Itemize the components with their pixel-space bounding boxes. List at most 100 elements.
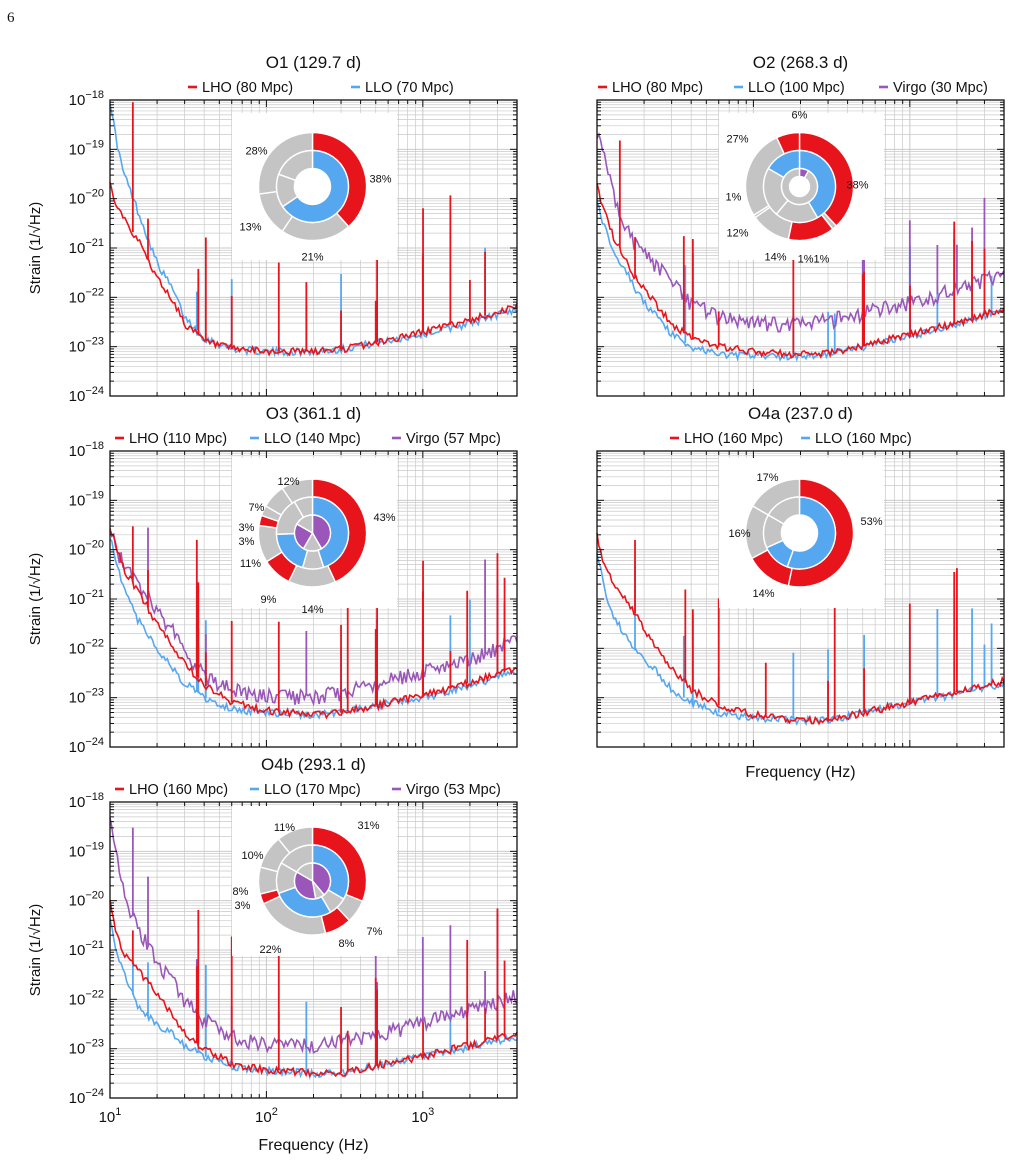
legend: LHO (110 Mpc) LLO (140 Mpc) Virgo (57 Mpc) (115, 431, 501, 447)
duty-cycle-donut: 53% 14% 16% 17% (719, 458, 884, 608)
donut-segment (277, 149, 314, 182)
series-lho-line (109, 529, 518, 720)
donut-label: 31% (357, 820, 379, 832)
panel-o1: 10−24 10−23 10−22 10−21 10−20 10−19 10−18 Strai… (27, 53, 518, 405)
donut-label: 11% (274, 822, 295, 834)
donut-label: 53% (860, 516, 882, 528)
donut-label: 8% (233, 886, 249, 898)
donut-label: 7% (367, 926, 383, 938)
panel-o3: 10−24 10−23 10−22 10−21 10−20 10−19 10−18 Strai… (27, 404, 518, 756)
donut-label: 1% (726, 192, 742, 204)
legend-label-llo: LLO (140 Mpc) (264, 431, 361, 447)
ticks (596, 450, 1005, 748)
legend-label-llo: LLO (70 Mpc) (365, 80, 454, 96)
donut-segment (293, 871, 317, 900)
donut-label: 12% (726, 228, 748, 240)
donut-label: 10% (241, 850, 263, 862)
y-tick-label: 10−20 (69, 890, 104, 910)
duty-cycle-donut: 43% 14% 9% 11% 3% 3% 7% 12% (232, 458, 397, 616)
legend: LHO (160 Mpc) LLO (160 Mpc) (670, 431, 912, 447)
series-llo-line (109, 538, 518, 721)
legend-label-virgo: Virgo (30 Mpc) (893, 80, 988, 96)
y-tick-label: 10−22 (69, 637, 104, 657)
donut-label: 14% (301, 604, 323, 616)
legend: LHO (80 Mpc) LLO (100 Mpc) Virgo (30 Mpc) (598, 80, 988, 96)
y-axis-label: Strain (1/√Hz) (27, 904, 44, 996)
donut-label: 16% (728, 528, 750, 540)
y-axis-label: Strain (1/√Hz) (27, 553, 44, 645)
donut-segment (281, 149, 350, 224)
panel-o4a: Frequency (Hz) O4a (237.0 d) LHO (160 Mpc)… (596, 404, 1005, 781)
donut-segment (786, 496, 837, 570)
legend-label-llo: LLO (170 Mpc) (264, 782, 361, 798)
chart-title: O2 (268.3 d) (753, 53, 848, 72)
y-tick-label: 10−19 (69, 489, 104, 509)
y-tick-label: 10−18 (69, 791, 104, 811)
legend: LHO (160 Mpc) LLO (170 Mpc) Virgo (53 Mpc) (115, 782, 501, 798)
y-tick-label: 10−24 (69, 1087, 104, 1107)
series-lho-line (596, 532, 1005, 726)
chart-title: O1 (129.7 d) (266, 53, 361, 72)
donut-label: 3% (239, 522, 255, 534)
y-tick-label: 10−18 (69, 89, 104, 109)
legend-label-llo: LLO (100 Mpc) (748, 80, 845, 96)
ticks (596, 99, 1005, 397)
donut-label: 12% (277, 476, 299, 488)
donut-label: 38% (846, 180, 868, 192)
donut-label: 3% (235, 900, 251, 912)
duty-cycle-donut: 31% 7% 8% 22% 3% 8% 10% 11% (232, 806, 397, 956)
y-tick-label: 10−22 (69, 988, 104, 1008)
donut-label: 3% (239, 536, 255, 548)
donut-label: 38% (369, 174, 391, 186)
panel-o4b: 10−24 10−23 10−22 10−21 10−20 10−19 10−18 Strai… (27, 755, 518, 1154)
x-axis-label: Frequency (Hz) (258, 1137, 368, 1154)
legend-label-lho: LHO (80 Mpc) (612, 80, 703, 96)
ticks (109, 450, 518, 748)
duty-cycle-donut: 38% 1%1% 14% 12% 1% 27% 6% (719, 110, 884, 266)
donut-label: 8% (339, 938, 355, 950)
y-tick-label: 10−21 (69, 939, 104, 959)
series-virgo-line (109, 817, 518, 1055)
legend-label-lho: LHO (80 Mpc) (202, 80, 293, 96)
donut-label: 22% (259, 944, 281, 956)
y-tick-label: 10−23 (69, 687, 104, 707)
y-axis-label: Strain (1/√Hz) (27, 202, 44, 294)
donut-label: 27% (726, 134, 748, 146)
donut-label: 6% (792, 110, 808, 122)
chart-title: O3 (361.1 d) (266, 404, 361, 423)
donut-label: 14% (764, 252, 786, 264)
series-lho-line (109, 182, 518, 357)
y-tick-label: 10−21 (69, 588, 104, 608)
y-tick-label: 10−23 (69, 1038, 104, 1058)
donut-label: 1%1% (798, 254, 830, 266)
chart-title: O4b (293.1 d) (261, 755, 366, 774)
donut-label: 21% (301, 252, 323, 264)
series-virgo-line (109, 528, 518, 707)
ticks (109, 99, 518, 397)
donut-segment (311, 862, 332, 896)
y-tick-label: 10−19 (69, 840, 104, 860)
y-tick-label: 10−21 (69, 237, 104, 257)
duty-cycle-donut: 38% 21% 13% 28% (232, 113, 397, 264)
donut-label: 7% (249, 502, 265, 514)
y-tick-label: 10−19 (69, 138, 104, 158)
y-tick-label: 10−22 (69, 286, 104, 306)
donut-label: 28% (245, 146, 267, 158)
series-lho-line (596, 183, 1005, 360)
legend-label-virgo: Virgo (57 Mpc) (406, 431, 501, 447)
panel-o2: O2 (268.3 d) LHO (80 Mpc) LLO (100 Mpc) Vir… (596, 53, 1005, 397)
x-tick-label: 103 (411, 1106, 434, 1126)
y-tick-label: 10−20 (69, 188, 104, 208)
x-tick-label: 102 (255, 1106, 278, 1126)
legend-label-lho: LHO (110 Mpc) (129, 431, 227, 447)
donut-label: 43% (373, 512, 395, 524)
series-virgo-line (596, 131, 1005, 333)
y-tick-label: 10−20 (69, 539, 104, 559)
legend-label-virgo: Virgo (53 Mpc) (406, 782, 501, 798)
donut-label: 11% (240, 558, 261, 570)
donut-segment (780, 167, 819, 206)
donut-label: 9% (261, 594, 277, 606)
series-lho-line (109, 899, 518, 1078)
y-tick-label: 10−23 (69, 336, 104, 356)
